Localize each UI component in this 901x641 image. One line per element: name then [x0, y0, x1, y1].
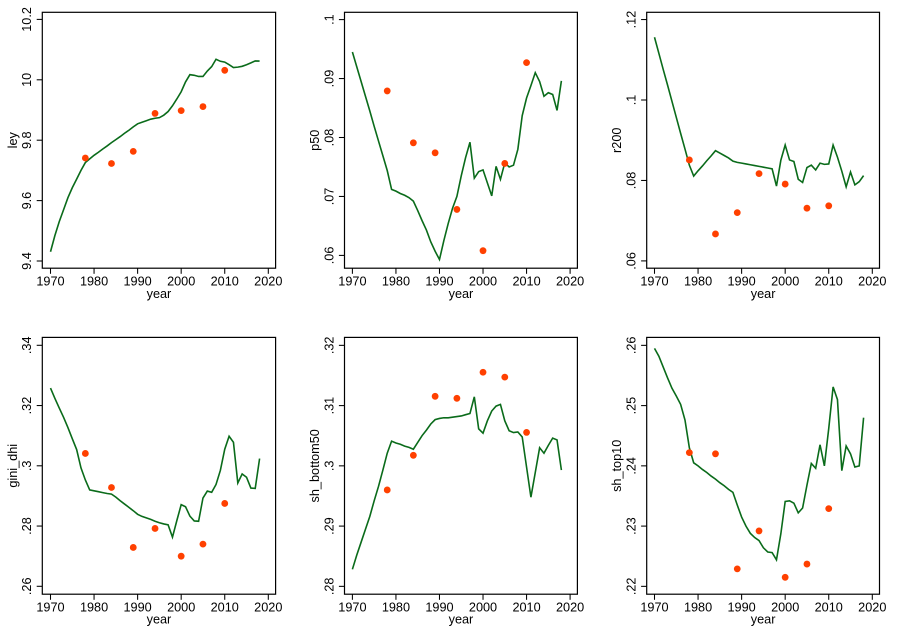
svg-text:.31: .31	[322, 397, 336, 415]
svg-text:.34: .34	[20, 336, 34, 354]
svg-text:2010: 2010	[512, 275, 540, 289]
svg-text:9.8: 9.8	[20, 131, 34, 149]
svg-text:.08: .08	[625, 172, 639, 190]
svg-text:1970: 1970	[36, 275, 64, 289]
svg-text:1990: 1990	[425, 275, 453, 289]
svg-text:.28: .28	[322, 578, 336, 596]
svg-text:.24: .24	[625, 457, 639, 475]
svg-text:2020: 2020	[254, 600, 282, 614]
svg-text:year: year	[147, 287, 172, 301]
svg-text:1970: 1970	[338, 600, 366, 614]
svg-text:2010: 2010	[815, 275, 843, 289]
svg-text:sh_bottom50: sh_bottom50	[308, 429, 322, 502]
svg-text:.06: .06	[322, 247, 336, 265]
svg-text:2010: 2010	[211, 600, 239, 614]
svg-text:1990: 1990	[124, 600, 152, 614]
svg-text:.08: .08	[322, 129, 336, 147]
svg-text:1970: 1970	[338, 275, 366, 289]
svg-text:1980: 1980	[382, 275, 410, 289]
svg-text:1970: 1970	[36, 600, 64, 614]
svg-text:.26: .26	[625, 337, 639, 355]
svg-text:1970: 1970	[640, 275, 668, 289]
svg-text:.32: .32	[322, 337, 336, 355]
svg-text:1980: 1980	[684, 600, 712, 614]
svg-text:year: year	[751, 287, 776, 301]
svg-text:2000: 2000	[771, 275, 799, 289]
svg-text:.28: .28	[20, 517, 34, 535]
svg-text:2020: 2020	[556, 600, 584, 614]
svg-text:.3: .3	[20, 461, 34, 472]
svg-text:.32: .32	[20, 397, 34, 415]
svg-text:.3: .3	[322, 461, 336, 472]
svg-text:year: year	[147, 613, 172, 627]
svg-text:year: year	[751, 613, 776, 627]
svg-text:10: 10	[20, 73, 34, 87]
svg-text:1970: 1970	[640, 600, 668, 614]
svg-text:1980: 1980	[684, 275, 712, 289]
svg-text:2010: 2010	[815, 600, 843, 614]
svg-text:.22: .22	[625, 578, 639, 596]
svg-text:9.6: 9.6	[20, 192, 34, 210]
svg-text:gini_dhi: gini_dhi	[6, 444, 20, 488]
svg-text:1990: 1990	[124, 275, 152, 289]
svg-text:2020: 2020	[254, 275, 282, 289]
svg-text:2000: 2000	[469, 600, 497, 614]
svg-text:1980: 1980	[80, 600, 108, 614]
svg-text:2020: 2020	[858, 275, 886, 289]
svg-text:1990: 1990	[728, 600, 756, 614]
svg-text:1980: 1980	[80, 275, 108, 289]
svg-text:2020: 2020	[858, 600, 886, 614]
svg-text:1980: 1980	[382, 600, 410, 614]
svg-text:.29: .29	[322, 517, 336, 535]
svg-text:2000: 2000	[167, 600, 195, 614]
svg-text:2000: 2000	[167, 275, 195, 289]
svg-text:r200: r200	[610, 128, 624, 153]
svg-text:.1: .1	[322, 14, 336, 25]
svg-text:.06: .06	[625, 252, 639, 270]
svg-text:2020: 2020	[556, 275, 584, 289]
svg-text:1990: 1990	[425, 600, 453, 614]
svg-text:1990: 1990	[728, 275, 756, 289]
svg-text:.1: .1	[625, 95, 639, 106]
svg-text:year: year	[449, 613, 474, 627]
svg-text:2000: 2000	[771, 600, 799, 614]
svg-text:2010: 2010	[512, 600, 540, 614]
svg-text:.09: .09	[322, 70, 336, 88]
svg-text:2000: 2000	[469, 275, 497, 289]
svg-text:sh_top10: sh_top10	[610, 440, 624, 492]
svg-text:.26: .26	[20, 577, 34, 595]
svg-text:10.2: 10.2	[20, 7, 34, 32]
svg-text:p50: p50	[308, 130, 322, 151]
svg-text:.07: .07	[322, 188, 336, 206]
svg-text:ley: ley	[6, 131, 20, 148]
svg-text:.23: .23	[625, 517, 639, 535]
svg-text:9.4: 9.4	[20, 252, 34, 270]
svg-text:2010: 2010	[211, 275, 239, 289]
svg-text:year: year	[449, 287, 474, 301]
svg-text:.25: .25	[625, 397, 639, 415]
svg-text:.12: .12	[625, 11, 639, 29]
